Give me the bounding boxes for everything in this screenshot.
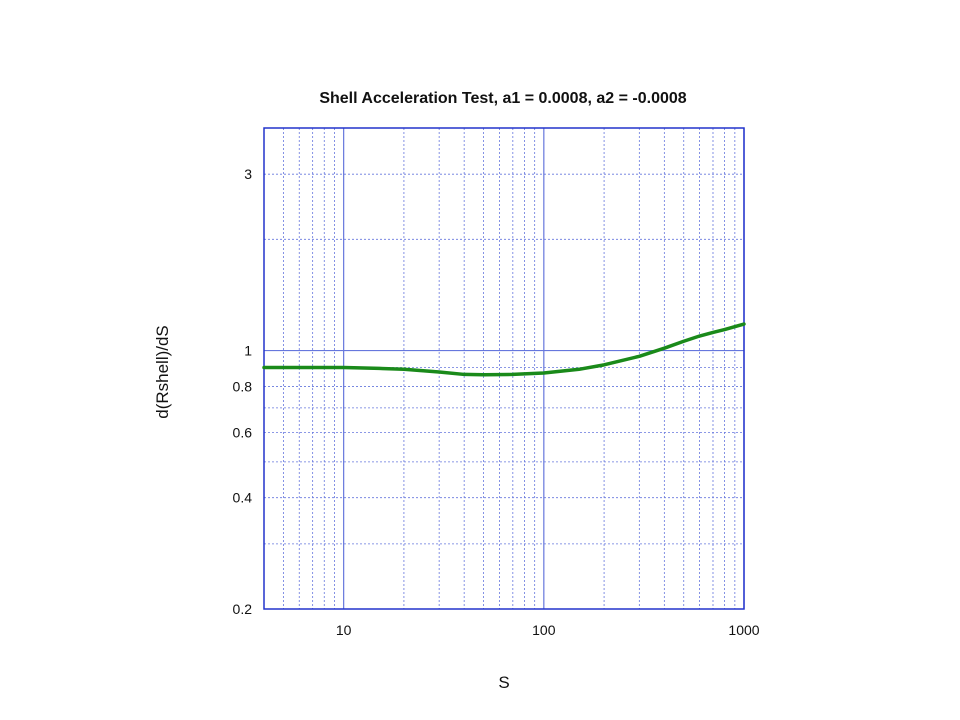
x-tick-label: 1000 [728,622,759,638]
y-axis-label: d(Rshell)/dS [153,325,172,419]
series-group [262,322,746,377]
x-axis-label: S [498,673,509,692]
series-line [262,322,746,377]
y-tick-label: 0.4 [233,490,253,506]
x-tick-label: 100 [532,622,556,638]
y-tick-label: 1 [244,343,252,359]
x-tick-label: 10 [336,622,352,638]
y-tick-label: 3 [244,166,252,182]
chart-title: Shell Acceleration Test, a1 = 0.0008, a2… [319,90,686,107]
y-tick-label: 0.8 [233,378,253,394]
x-axis-ticks: 10 100 1000 [336,622,760,638]
y-tick-label: 0.6 [233,425,253,441]
y-tick-label: 0.2 [233,601,253,617]
y-axis-ticks: 0.2 0.4 0.6 0.8 1 3 [233,166,253,617]
